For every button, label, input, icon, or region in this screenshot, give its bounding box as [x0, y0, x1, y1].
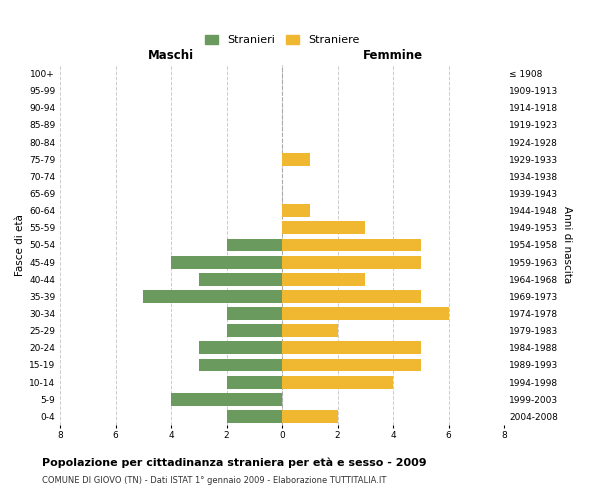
Bar — [282, 204, 310, 217]
Bar — [143, 290, 282, 303]
Bar — [227, 238, 282, 252]
Bar — [282, 307, 449, 320]
Bar — [227, 376, 282, 388]
Bar — [227, 324, 282, 337]
Bar — [282, 342, 421, 354]
Bar — [199, 358, 282, 372]
Legend: Stranieri, Straniere: Stranieri, Straniere — [205, 34, 359, 45]
Bar — [282, 222, 365, 234]
Bar — [171, 256, 282, 268]
Text: Femmine: Femmine — [363, 48, 423, 62]
Bar — [199, 273, 282, 285]
Bar — [282, 153, 310, 166]
Bar — [282, 376, 393, 388]
Bar — [227, 307, 282, 320]
Bar — [282, 410, 337, 423]
Text: Popolazione per cittadinanza straniera per età e sesso - 2009: Popolazione per cittadinanza straniera p… — [42, 458, 427, 468]
Bar — [282, 273, 365, 285]
Y-axis label: Fasce di età: Fasce di età — [15, 214, 25, 276]
Bar — [282, 256, 421, 268]
Text: Maschi: Maschi — [148, 48, 194, 62]
Y-axis label: Anni di nascita: Anni di nascita — [562, 206, 572, 284]
Bar — [199, 342, 282, 354]
Bar — [282, 238, 421, 252]
Text: COMUNE DI GIOVO (TN) - Dati ISTAT 1° gennaio 2009 - Elaborazione TUTTITALIA.IT: COMUNE DI GIOVO (TN) - Dati ISTAT 1° gen… — [42, 476, 386, 485]
Bar — [171, 393, 282, 406]
Bar — [227, 410, 282, 423]
Bar — [282, 324, 337, 337]
Bar — [282, 358, 421, 372]
Bar — [282, 290, 421, 303]
